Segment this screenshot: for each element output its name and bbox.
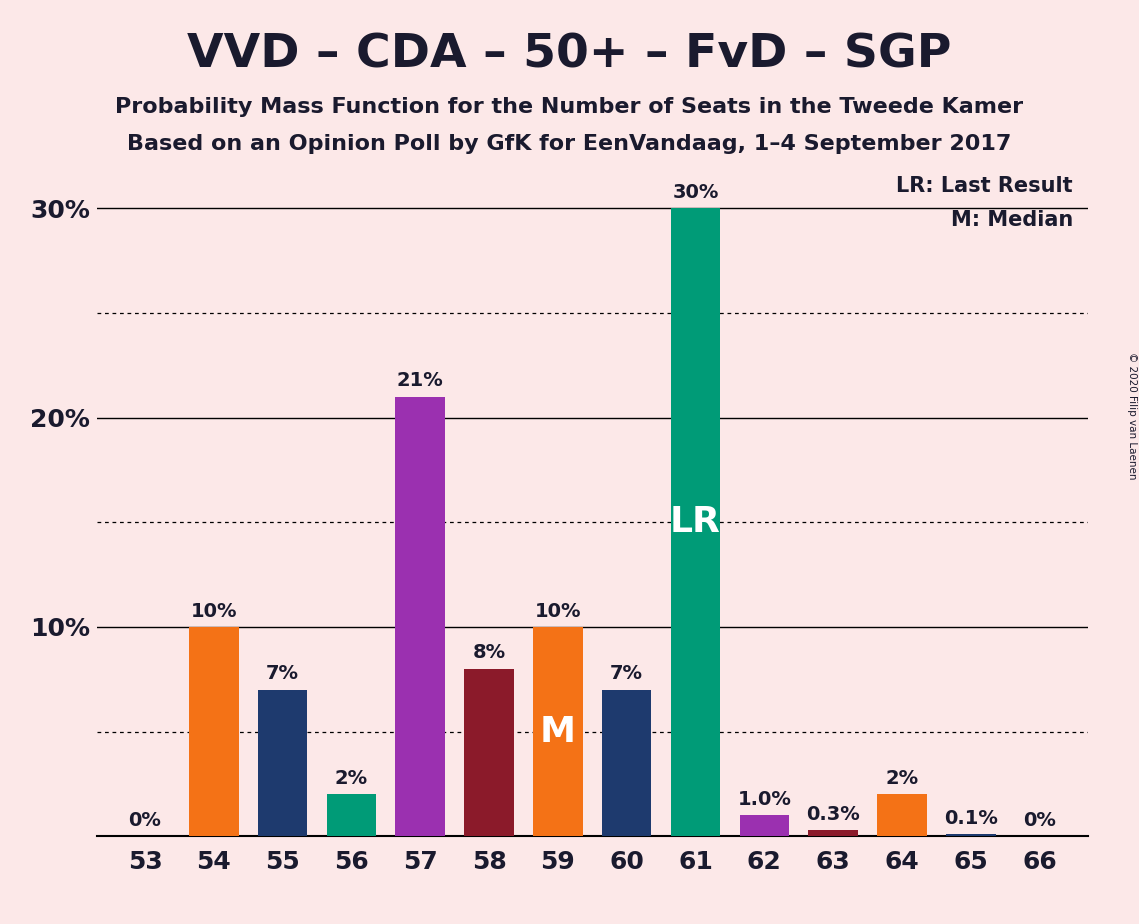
Text: M: M — [540, 714, 576, 748]
Text: Based on an Opinion Poll by GfK for EenVandaag, 1–4 September 2017: Based on an Opinion Poll by GfK for EenV… — [128, 134, 1011, 154]
Text: 2%: 2% — [335, 769, 368, 788]
Bar — [877, 795, 927, 836]
Bar — [809, 830, 858, 836]
Text: M: Median: M: Median — [951, 210, 1073, 230]
Bar — [465, 669, 514, 836]
Text: © 2020 Filip van Laenen: © 2020 Filip van Laenen — [1126, 352, 1137, 480]
Text: 1.0%: 1.0% — [737, 790, 792, 809]
Text: VVD – CDA – 50+ – FvD – SGP: VVD – CDA – 50+ – FvD – SGP — [187, 32, 952, 78]
Bar — [533, 626, 583, 836]
Bar — [671, 208, 720, 836]
Text: 30%: 30% — [672, 183, 719, 202]
Text: 7%: 7% — [267, 664, 300, 684]
Text: LR: LR — [670, 505, 721, 540]
Bar — [739, 815, 789, 836]
Text: Probability Mass Function for the Number of Seats in the Tweede Kamer: Probability Mass Function for the Number… — [115, 97, 1024, 117]
Text: 10%: 10% — [534, 602, 581, 621]
Text: 10%: 10% — [190, 602, 237, 621]
Bar — [189, 626, 238, 836]
Text: 21%: 21% — [396, 371, 443, 390]
Text: 0.3%: 0.3% — [806, 805, 860, 823]
Text: 7%: 7% — [611, 664, 644, 684]
Bar — [395, 396, 445, 836]
Bar — [257, 689, 308, 836]
Text: LR: Last Result: LR: Last Result — [896, 176, 1073, 197]
Text: 0%: 0% — [1023, 811, 1056, 830]
Bar — [601, 689, 652, 836]
Bar — [327, 795, 376, 836]
Bar — [947, 834, 995, 836]
Text: 0.1%: 0.1% — [944, 808, 998, 828]
Text: 8%: 8% — [473, 643, 506, 663]
Text: 2%: 2% — [885, 769, 918, 788]
Text: 0%: 0% — [129, 811, 162, 830]
